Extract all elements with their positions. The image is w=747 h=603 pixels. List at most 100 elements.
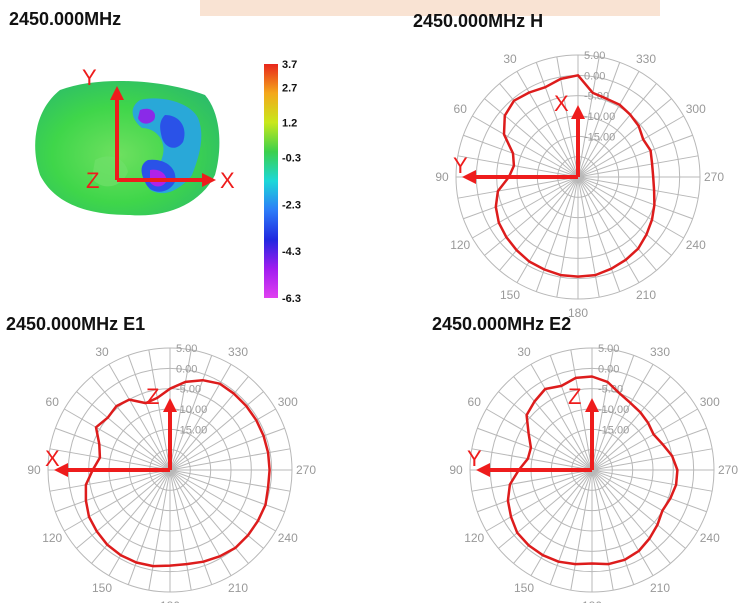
angle-tick-label: 90 [449,463,463,477]
grid-spoke [108,469,171,576]
e2-plane-polar-chart: 30 330 60 300 90 270 120 240 150 210 180 5.00 0.00 -5… [449,343,738,603]
grid-spoke [169,448,291,471]
grid-spoke [64,469,171,532]
grid-spoke [513,376,593,471]
radial-tick-label: 0.00 [584,70,605,82]
angle-tick-label: 60 [46,395,60,409]
grid-spoke [498,391,593,471]
angle-tick-label: 240 [278,531,298,545]
grid-spoke [49,469,171,492]
grid-spoke [591,469,713,492]
legend-value: 1.2 [282,118,297,130]
grid-spoke [577,155,699,178]
axis-arrows-3d [110,86,216,187]
axis-arrows [476,398,599,477]
grid-spoke [471,469,593,492]
pattern-trace [494,74,656,278]
grid-spoke [169,349,192,471]
grid-spoke [591,364,654,471]
angle-tick-label: 330 [650,345,670,359]
grid-spoke [169,469,213,585]
grid-spoke [577,176,640,283]
e1-plane-title: 2450.000MHz E1 [6,314,146,334]
angle-tick-label: 60 [468,395,482,409]
grid-spoke [498,469,593,549]
angle-tick-label: 210 [650,581,670,595]
radial-tick-label: 5.00 [584,50,605,62]
radial-tick-label: 0.00 [598,363,619,375]
angle-tick-label: 180 [582,599,602,603]
grid-spoke [577,176,693,220]
vertical-axis-label: Z [146,384,159,409]
grid-spoke [169,469,192,591]
angle-tick-label: 150 [92,581,112,595]
grid-spoke [570,349,593,471]
e2-plane-title: 2450.000MHz E2 [432,314,572,334]
grid-spoke [472,176,579,239]
grid-spoke [169,427,285,471]
radial-tick-label: -10.00 [176,404,207,416]
grid-spoke [577,62,621,178]
grid-spoke [49,448,171,471]
horizontal-axis-label: X [45,446,60,471]
h-plane-title: 2450.000MHz H [413,11,544,31]
angle-tick-label: 120 [450,238,470,252]
angle-tick-label: 90 [435,170,449,184]
grid-spoke [530,364,593,471]
grid-spoke [463,176,579,220]
angle-tick-label: 180 [568,306,588,320]
angle-tick-label: 300 [700,395,720,409]
radial-tick-label: -15.00 [584,131,615,143]
angle-tick-label: 330 [636,52,656,66]
grid-spoke [477,427,593,471]
grid-spoke [591,391,686,471]
radial-tick-label: -15.00 [176,424,207,436]
grid-spoke [591,469,686,549]
grid-spoke [516,71,579,178]
grid-spoke [55,469,171,513]
radial-tick-label: -5.00 [176,384,201,396]
grid-spoke [591,376,671,471]
angle-tick-label: 270 [704,170,724,184]
angle-tick-label: 30 [95,345,109,359]
vertical-axis-label: X [554,91,569,116]
grid-spoke [472,115,579,178]
grid-spoke [577,176,621,292]
grid-spoke [64,408,171,471]
legend-value: -6.3 [282,293,301,305]
radial-tick-label: 5.00 [176,343,197,355]
legend-value: -2.3 [282,199,301,211]
angle-tick-label: 30 [503,52,517,66]
radial-tick-label: -5.00 [584,91,609,103]
grid-spoke [577,176,699,199]
grid-spoke [577,98,672,178]
grid-spoke [169,376,249,471]
radial-tick-label: 0.00 [176,363,197,375]
grid-spoke [499,176,579,271]
grid-spoke [591,355,635,471]
pattern-trace [506,375,679,566]
radial-tick-label: -5.00 [598,384,623,396]
grid-spoke [169,364,232,471]
grid-spoke [530,469,593,576]
angle-tick-label: 300 [686,102,706,116]
angle-tick-label: 240 [686,238,706,252]
angle-tick-label: 90 [27,463,41,477]
angle-tick-label: 330 [228,345,248,359]
legend-value: -0.3 [282,153,301,165]
grid-spoke [471,448,593,471]
radial-tick-label: 5.00 [598,343,619,355]
grid-spoke [91,376,171,471]
angle-tick-label: 120 [464,531,484,545]
radial-tick-label: -10.00 [584,111,615,123]
grid-spoke [148,469,171,591]
angle-tick-label: 150 [500,288,520,302]
grid-spoke [549,355,593,471]
grid-spoke [169,469,232,576]
grid-spoke [556,176,579,298]
color-scale-labels: 3.7 2.7 1.2 -0.3 -2.3 -4.3 -6.3 [282,59,301,305]
radial-tick-label: -15.00 [598,424,629,436]
grid-spoke [513,469,593,564]
grid-spoke [127,355,171,471]
angle-tick-label: 120 [42,531,62,545]
